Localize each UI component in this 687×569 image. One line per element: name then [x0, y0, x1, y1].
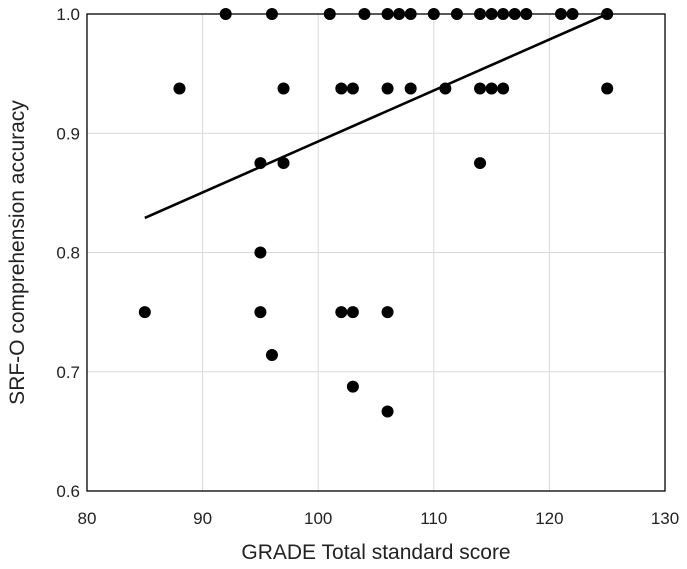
data-point [439, 82, 452, 95]
data-point [474, 157, 487, 170]
y-tick-label: 0.8 [56, 244, 80, 263]
data-point [393, 8, 406, 20]
data-point [427, 8, 440, 20]
data-point [474, 82, 487, 95]
data-point [508, 8, 521, 20]
data-point [566, 8, 579, 20]
data-point [277, 82, 290, 95]
data-point [404, 8, 417, 20]
data-point [485, 8, 498, 20]
x-axis-ticks: 80 90 100 110 120 130 [78, 509, 680, 528]
data-point [346, 380, 359, 393]
data-point [173, 82, 186, 95]
data-point [254, 157, 267, 170]
y-tick-label: 0.7 [56, 363, 80, 382]
data-point [381, 306, 394, 319]
y-tick-label: 0.6 [56, 482, 80, 501]
y-axis-ticks: 0.6 0.7 0.8 0.9 1.0 [56, 5, 80, 501]
plot-area-frame [86, 13, 666, 492]
data-point [277, 157, 290, 170]
data-point [520, 8, 533, 20]
y-tick-label: 1.0 [56, 5, 80, 24]
data-point [497, 82, 510, 95]
trendline [144, 12, 608, 220]
data-point [485, 82, 498, 95]
data-point [404, 82, 417, 95]
x-tick-label: 120 [535, 509, 563, 528]
data-point [497, 8, 510, 20]
trendline-group [144, 12, 608, 220]
data-point [138, 306, 151, 319]
data-point [474, 8, 487, 20]
data-point [381, 405, 394, 418]
data-point [335, 82, 348, 95]
data-point [601, 8, 614, 20]
data-point [346, 82, 359, 95]
data-point [554, 8, 567, 20]
data-point [219, 8, 232, 20]
data-point [254, 246, 267, 259]
y-tick-label: 0.9 [56, 124, 80, 143]
data-point [381, 82, 394, 95]
x-tick-label: 80 [78, 509, 97, 528]
data-point [323, 8, 336, 20]
x-tick-label: 130 [651, 509, 679, 528]
grid [87, 14, 665, 491]
data-points [138, 8, 614, 418]
x-tick-label: 90 [193, 509, 212, 528]
x-tick-label: 100 [304, 509, 332, 528]
x-axis-title: GRADE Total standard score [241, 541, 510, 564]
data-point [265, 8, 278, 20]
data-point [381, 8, 394, 20]
x-tick-label: 110 [420, 509, 447, 528]
data-point [265, 349, 278, 362]
data-point [450, 8, 463, 20]
data-point [335, 306, 348, 319]
data-point [601, 82, 614, 95]
y-axis-title: SRF-O comprehension accuracy [6, 100, 29, 405]
data-point [346, 306, 359, 319]
data-point [254, 306, 267, 319]
data-point [358, 8, 371, 20]
